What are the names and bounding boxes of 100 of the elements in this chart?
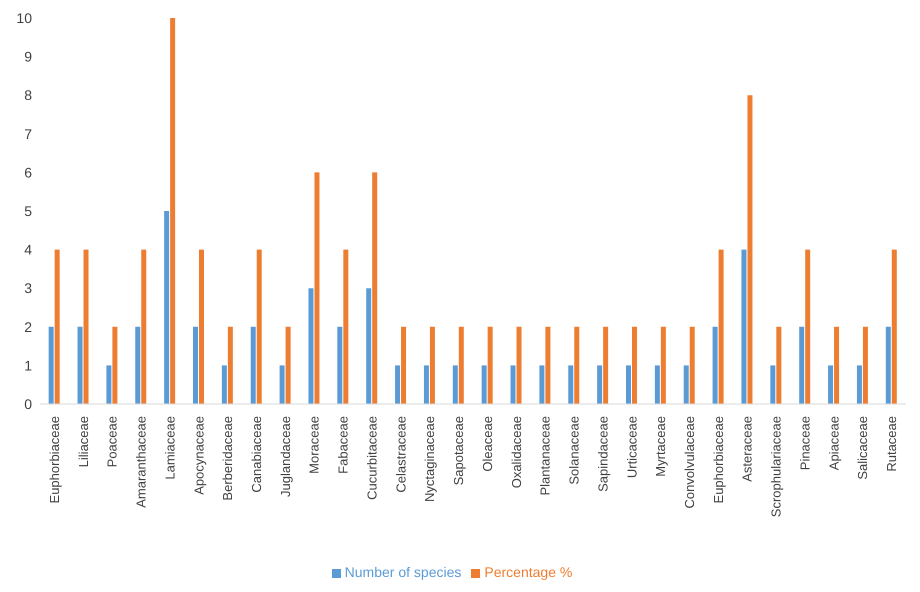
x-tick-label: Rutaceae bbox=[884, 416, 900, 472]
bar bbox=[198, 250, 204, 404]
bar bbox=[222, 365, 227, 404]
bar bbox=[510, 365, 516, 404]
x-tick-label: Poaceae bbox=[104, 416, 120, 468]
x-tick-label: Sapindaceae bbox=[595, 416, 610, 492]
bar bbox=[574, 326, 580, 404]
x-tick-label: Euphorbiaceae bbox=[710, 416, 726, 504]
bar bbox=[78, 326, 83, 404]
x-tick-label: Fabaceae bbox=[336, 416, 351, 474]
bar bbox=[256, 250, 262, 404]
bar bbox=[539, 365, 544, 404]
bar bbox=[654, 365, 660, 404]
bar bbox=[424, 365, 429, 404]
x-tick-label: Lamiaceae bbox=[162, 416, 178, 480]
bar bbox=[452, 365, 458, 404]
bar bbox=[430, 326, 435, 404]
bar bbox=[308, 288, 314, 404]
x-tick-label: Solanaceae bbox=[566, 416, 582, 485]
x-tick-label: Salicaceae bbox=[855, 416, 870, 480]
x-tick-label: Liliaceae bbox=[76, 416, 91, 468]
bar bbox=[799, 326, 804, 404]
x-tick-label: Scrophulariaceae bbox=[768, 416, 784, 518]
x-tick-label: Sapotaceae bbox=[451, 416, 466, 486]
bar bbox=[626, 365, 631, 404]
bar bbox=[372, 172, 378, 404]
bar bbox=[164, 211, 170, 404]
bar bbox=[597, 365, 602, 404]
bar bbox=[660, 326, 666, 404]
bar bbox=[366, 288, 372, 404]
bar bbox=[395, 365, 400, 404]
bar bbox=[135, 326, 140, 404]
bar bbox=[106, 365, 112, 404]
y-tick-label: 8 bbox=[24, 87, 32, 104]
bar bbox=[192, 326, 198, 404]
bar bbox=[805, 250, 810, 404]
x-tick-label: Moraceae bbox=[306, 416, 322, 474]
bar bbox=[834, 326, 840, 404]
bar bbox=[892, 250, 897, 404]
bar bbox=[718, 250, 724, 404]
bar bbox=[545, 326, 550, 404]
bar bbox=[712, 326, 718, 404]
bar bbox=[314, 172, 320, 404]
bar bbox=[741, 250, 746, 404]
bar bbox=[141, 250, 146, 404]
bar bbox=[112, 326, 118, 404]
bar bbox=[862, 326, 868, 404]
x-tick-label: Convolvulaceae bbox=[682, 416, 697, 509]
x-tick-label: Juglandaceae bbox=[278, 416, 293, 497]
x-tick-label: Myrtaceae bbox=[653, 416, 668, 477]
y-tick-label: 9 bbox=[24, 48, 32, 65]
y-tick-label: 3 bbox=[24, 280, 32, 296]
bar bbox=[286, 326, 291, 404]
bar bbox=[280, 365, 285, 404]
bar bbox=[690, 326, 695, 404]
x-tick-label: Celastraceae bbox=[393, 416, 408, 493]
x-tick-label: Canabiaceae bbox=[249, 416, 264, 493]
x-tick-label: Oxalidaceae bbox=[508, 416, 524, 488]
y-tick-label: 0 bbox=[24, 396, 32, 412]
bar bbox=[54, 250, 60, 404]
x-tick-label: Amaranthaceae bbox=[134, 416, 149, 508]
bar bbox=[776, 326, 782, 404]
x-tick-label: Berberidaceae bbox=[220, 416, 236, 501]
x-tick-label: Oleaceae bbox=[480, 416, 495, 472]
bar bbox=[482, 365, 487, 404]
bar bbox=[747, 95, 752, 404]
bar bbox=[684, 365, 689, 404]
bar bbox=[228, 326, 233, 404]
bar bbox=[770, 365, 776, 404]
x-tick-label: Nyctaginaceae bbox=[422, 416, 438, 502]
legend-label: Number of species bbox=[344, 564, 462, 580]
x-tick-label: Euphorbiaceae bbox=[46, 416, 62, 504]
bar bbox=[568, 365, 574, 404]
x-tick-label: Pinaceae bbox=[797, 416, 812, 470]
bar bbox=[337, 326, 342, 404]
y-tick-label: 7 bbox=[24, 126, 32, 142]
bar bbox=[84, 250, 89, 404]
bar bbox=[886, 326, 891, 404]
x-tick-label: Apiaceae bbox=[826, 416, 842, 470]
x-tick-label: Apocynaceae bbox=[191, 416, 206, 495]
y-tick-label: 2 bbox=[24, 318, 32, 335]
x-tick-label: Cucurbitaceae bbox=[364, 416, 380, 500]
bar bbox=[250, 326, 256, 404]
bar bbox=[632, 326, 637, 404]
y-tick-label: 5 bbox=[24, 202, 32, 219]
bar bbox=[458, 326, 464, 404]
bar bbox=[828, 365, 834, 404]
bar bbox=[856, 365, 862, 404]
y-tick-label: 10 bbox=[16, 10, 32, 26]
x-tick-label: Plantanaceae bbox=[538, 416, 553, 496]
y-tick-label: 6 bbox=[24, 164, 32, 180]
bar bbox=[48, 326, 54, 404]
legend-label: Percentage % bbox=[484, 564, 572, 580]
x-tick-label: Urticaceae bbox=[624, 416, 640, 478]
bar bbox=[603, 326, 608, 404]
y-tick-label: 4 bbox=[24, 242, 32, 258]
bar bbox=[488, 326, 493, 404]
bar bbox=[343, 250, 348, 404]
x-tick-label: Asteraceae bbox=[740, 416, 755, 482]
bar bbox=[401, 326, 406, 404]
